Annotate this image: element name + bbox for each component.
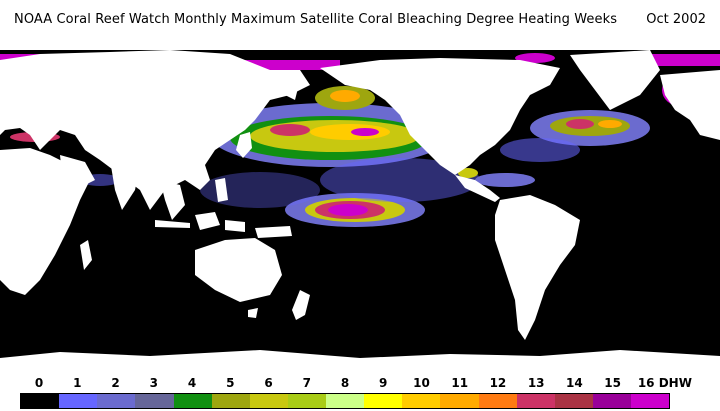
legend-label-8: 8 — [340, 376, 350, 390]
legend-swatch-7 — [287, 394, 326, 408]
legend-swatch-14 — [554, 394, 593, 408]
legend-swatch-12 — [478, 394, 517, 408]
legend-label-9: 9 — [379, 376, 388, 390]
legend-color-bar — [20, 393, 670, 409]
legend-label-5: 5 — [226, 376, 235, 390]
legend-swatch-16 — [631, 394, 670, 408]
legend-label-2: 2 — [111, 376, 120, 390]
legend-swatch-10 — [402, 394, 441, 408]
map-title: NOAA Coral Reef Watch Monthly Maximum Sa… — [14, 12, 618, 27]
legend-swatch-11 — [440, 394, 479, 408]
legend-swatch-9 — [364, 394, 403, 408]
legend-swatch-5 — [211, 394, 250, 408]
title-bar: NOAA Coral Reef Watch Monthly Maximum Sa… — [0, 0, 720, 40]
bleaching-map — [0, 40, 720, 372]
land — [0, 40, 720, 372]
legend-swatch-4 — [173, 394, 212, 408]
legend-label-11: 11 — [451, 376, 469, 390]
legend-label-1: 1 — [73, 376, 82, 390]
legend-label-16: 16 DHW — [637, 376, 692, 390]
legend-swatch-0 — [21, 394, 60, 408]
legend-swatch-8 — [326, 394, 365, 408]
legend-label-7: 7 — [302, 376, 311, 390]
legend-label-10: 10 — [413, 376, 430, 390]
world-map-svg — [0, 40, 720, 372]
legend-label-12: 12 — [489, 376, 507, 390]
legend-label-13: 13 — [527, 376, 545, 390]
legend-swatch-2 — [97, 394, 136, 408]
legend-swatch-6 — [249, 394, 288, 408]
legend-label-0: 0 — [34, 376, 44, 390]
legend-swatch-13 — [516, 394, 555, 408]
legend-label-4: 4 — [187, 376, 197, 390]
legend-label-14: 14 — [566, 376, 583, 390]
legend-label-15: 15 — [604, 376, 621, 390]
legend-swatch-1 — [59, 394, 98, 408]
legend-label-6: 6 — [264, 376, 273, 390]
legend-swatch-3 — [135, 394, 174, 408]
legend: 0 1 2 3 4 5 6 7 8 9 10 11 12 13 14 15 16 DHW — [0, 372, 720, 411]
map-date: Oct 2002 — [646, 12, 706, 27]
legend-swatch-15 — [592, 394, 631, 408]
legend-label-3: 3 — [149, 376, 158, 390]
